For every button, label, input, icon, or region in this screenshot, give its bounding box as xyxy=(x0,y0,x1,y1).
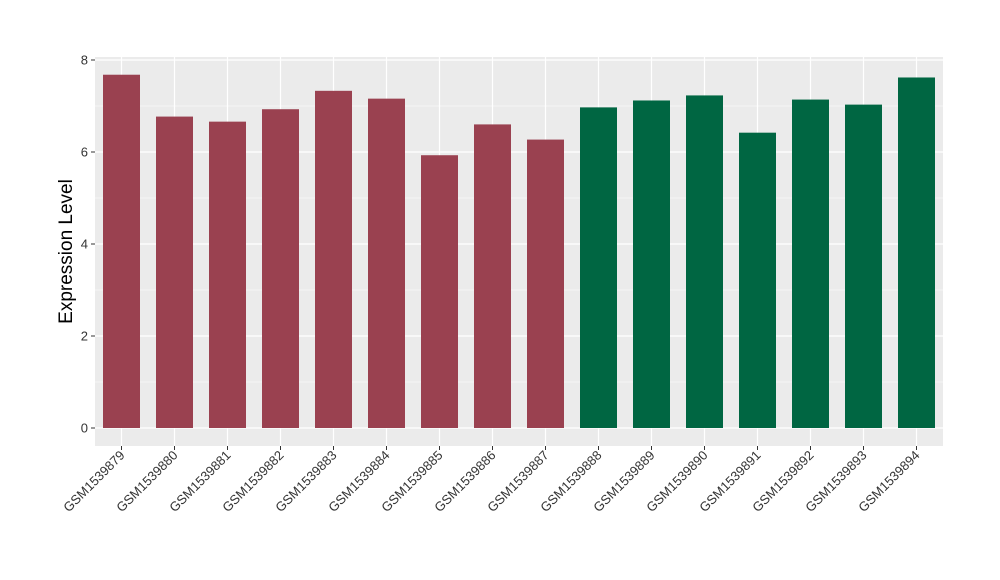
y-tick-label: 2 xyxy=(81,329,88,344)
bar xyxy=(209,121,246,428)
bar xyxy=(315,90,352,428)
bar xyxy=(368,98,405,428)
y-tick-label: 8 xyxy=(81,53,88,68)
y-axis-title: Expression Level xyxy=(56,179,77,324)
bar xyxy=(156,116,193,428)
y-tick-label: 4 xyxy=(81,237,88,252)
bar xyxy=(421,155,458,428)
y-axis: 0 2 4 6 8 xyxy=(81,53,95,436)
bar xyxy=(792,99,829,428)
x-axis: GSM1539879GSM1539880GSM1539881GSM1539882… xyxy=(60,446,923,515)
bar xyxy=(474,124,511,429)
bar xyxy=(739,132,776,428)
bar xyxy=(527,139,564,428)
y-tick-label: 0 xyxy=(81,421,88,436)
bar xyxy=(845,104,882,429)
bars xyxy=(103,74,935,429)
bar xyxy=(633,100,670,428)
bar xyxy=(103,74,140,428)
y-tick-label: 6 xyxy=(81,145,88,160)
bar xyxy=(686,95,723,429)
bar xyxy=(580,107,617,428)
bar xyxy=(262,109,299,428)
bar xyxy=(898,77,935,428)
